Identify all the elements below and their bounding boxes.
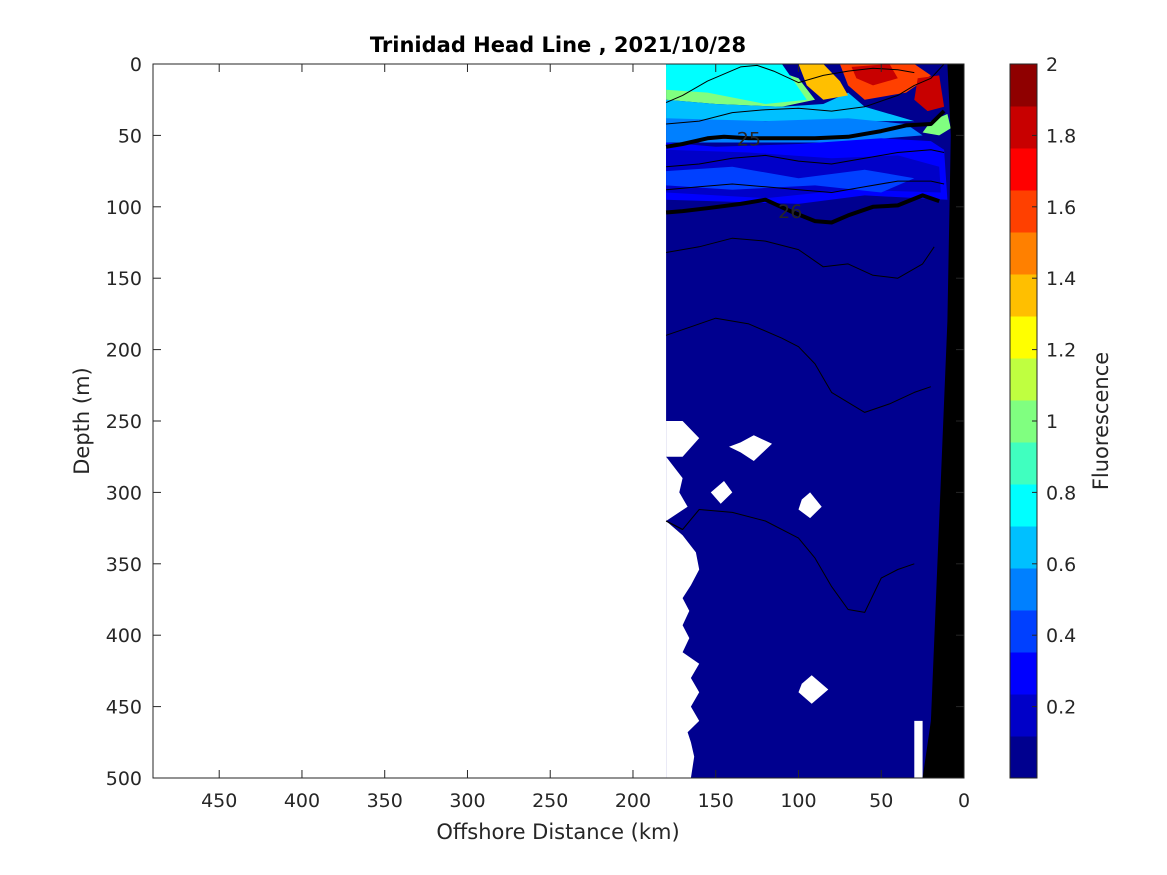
missing-data-layer xyxy=(666,421,923,778)
x-tick-label-3: 300 xyxy=(449,790,485,812)
x-tick-label-6: 150 xyxy=(698,790,734,812)
x-tick-label-7: 100 xyxy=(780,790,816,812)
fluorescence-region-4 xyxy=(798,64,849,100)
fluorescence-region-7 xyxy=(914,75,945,112)
density-contour-2 xyxy=(665,64,915,104)
colorbar-tick-label-8: 1.8 xyxy=(1046,125,1076,147)
fluorescence-region-1 xyxy=(666,64,807,104)
colorbar-segment-14 xyxy=(1010,148,1037,191)
density-contour-9 xyxy=(665,520,683,530)
density-contour-5 xyxy=(666,180,945,193)
y-axis: 0 50 100 150 200 250 300 350 400 450 500 xyxy=(106,54,964,790)
density-contour-4 xyxy=(666,149,945,168)
colorbar-segment-6 xyxy=(1010,484,1037,527)
missing-data-patch-2 xyxy=(710,481,733,504)
colorbar-segment-5 xyxy=(1010,526,1037,569)
plot-area: 25 26 xyxy=(153,64,964,778)
colorbar-segment-4 xyxy=(1010,568,1037,611)
colorbar-segment-15 xyxy=(1010,106,1037,149)
colorbar-segment-9 xyxy=(1010,358,1037,401)
x-tick-label-8: 50 xyxy=(869,790,893,812)
contour-label-1: 26 xyxy=(778,201,802,223)
colorbar-segment-12 xyxy=(1010,232,1037,275)
colorbar-segment-13 xyxy=(1010,190,1037,233)
colorbar-segment-2 xyxy=(1010,652,1037,695)
fluorescence-region-8 xyxy=(922,114,951,136)
x-tick-label-5: 200 xyxy=(615,790,651,812)
density-contour-0 xyxy=(665,109,946,149)
y-tick-label-2: 100 xyxy=(106,197,142,219)
colorbar-tick-label-7: 1.6 xyxy=(1046,197,1076,219)
density-contour-1 xyxy=(665,193,940,225)
missing-data-patch-7 xyxy=(914,720,923,778)
bathymetry-layer xyxy=(922,64,964,778)
y-tick-label-6: 300 xyxy=(106,482,142,504)
colorbar-tick-label-4: 1 xyxy=(1046,411,1058,433)
colorbar-segment-10 xyxy=(1010,316,1037,359)
density-contour-6 xyxy=(666,237,935,279)
density-contour-8 xyxy=(665,509,915,613)
y-tick-label-0: 0 xyxy=(130,54,142,76)
x-tick-label-4: 250 xyxy=(532,790,568,812)
fluorescence-fill-layer xyxy=(666,64,964,778)
density-contour-3 xyxy=(666,64,945,125)
colorbar-tick-label-9: 2 xyxy=(1046,54,1058,76)
colorbar: 0.2 0.4 0.6 0.8 1 1.2 1.4 1.6 1.8 2 xyxy=(1009,54,1076,779)
y-tick-label-1: 50 xyxy=(118,125,142,147)
y-axis-label: Depth (m) xyxy=(70,367,94,474)
y-tick-label-3: 150 xyxy=(106,268,142,290)
colorbar-tick-label-3: 0.8 xyxy=(1046,482,1076,504)
y-tick-label-5: 250 xyxy=(106,411,142,433)
fluorescence-region-11 xyxy=(666,166,915,193)
chart-title: Trinidad Head Line , 2021/10/28 xyxy=(370,33,746,57)
y-tick-label-7: 350 xyxy=(106,554,142,576)
missing-data-patch-0 xyxy=(666,421,700,457)
y-tick-label-10: 500 xyxy=(106,768,142,790)
x-tick-label-2: 350 xyxy=(367,790,403,812)
x-tick-label-1: 400 xyxy=(284,790,320,812)
contour-label-0: 25 xyxy=(737,128,761,150)
colorbar-tick-label-0: 0.2 xyxy=(1046,697,1076,719)
missing-data-patch-6 xyxy=(798,675,829,704)
x-tick-label-9: 0 xyxy=(958,790,970,812)
colorbar-tick-label-6: 1.4 xyxy=(1046,268,1076,290)
missing-data-patch-3 xyxy=(798,492,822,519)
y-tick-label-8: 400 xyxy=(106,625,142,647)
colorbar-tick-label-2: 0.6 xyxy=(1046,554,1076,576)
colorbar-segment-7 xyxy=(1010,442,1037,485)
missing-data-patch-1 xyxy=(729,435,772,461)
x-tick-label-0: 450 xyxy=(201,790,237,812)
x-axis-label: Offshore Distance (km) xyxy=(436,820,679,844)
colorbar-tick-label-5: 1.2 xyxy=(1046,340,1076,362)
colorbar-segment-3 xyxy=(1010,610,1037,653)
colorbar-tick-label-1: 0.4 xyxy=(1046,625,1076,647)
y-tick-label-4: 200 xyxy=(106,340,142,362)
bathymetry xyxy=(922,64,964,778)
density-contour-7 xyxy=(665,317,932,413)
missing-data-patch-4 xyxy=(666,456,688,521)
density-contour-layer: 25 26 xyxy=(665,64,946,613)
y-tick-label-9: 450 xyxy=(106,697,142,719)
x-axis: 450 400 350 300 250 200 150 100 50 0 xyxy=(201,64,970,812)
colorbar-label: Fluorescence xyxy=(1089,352,1113,490)
colorbar-segment-1 xyxy=(1010,694,1037,737)
colorbar-segment-16 xyxy=(1010,64,1037,107)
colorbar-segment-11 xyxy=(1010,274,1037,317)
colorbar-segment-0 xyxy=(1010,736,1037,779)
missing-data-patch-5 xyxy=(666,521,700,778)
